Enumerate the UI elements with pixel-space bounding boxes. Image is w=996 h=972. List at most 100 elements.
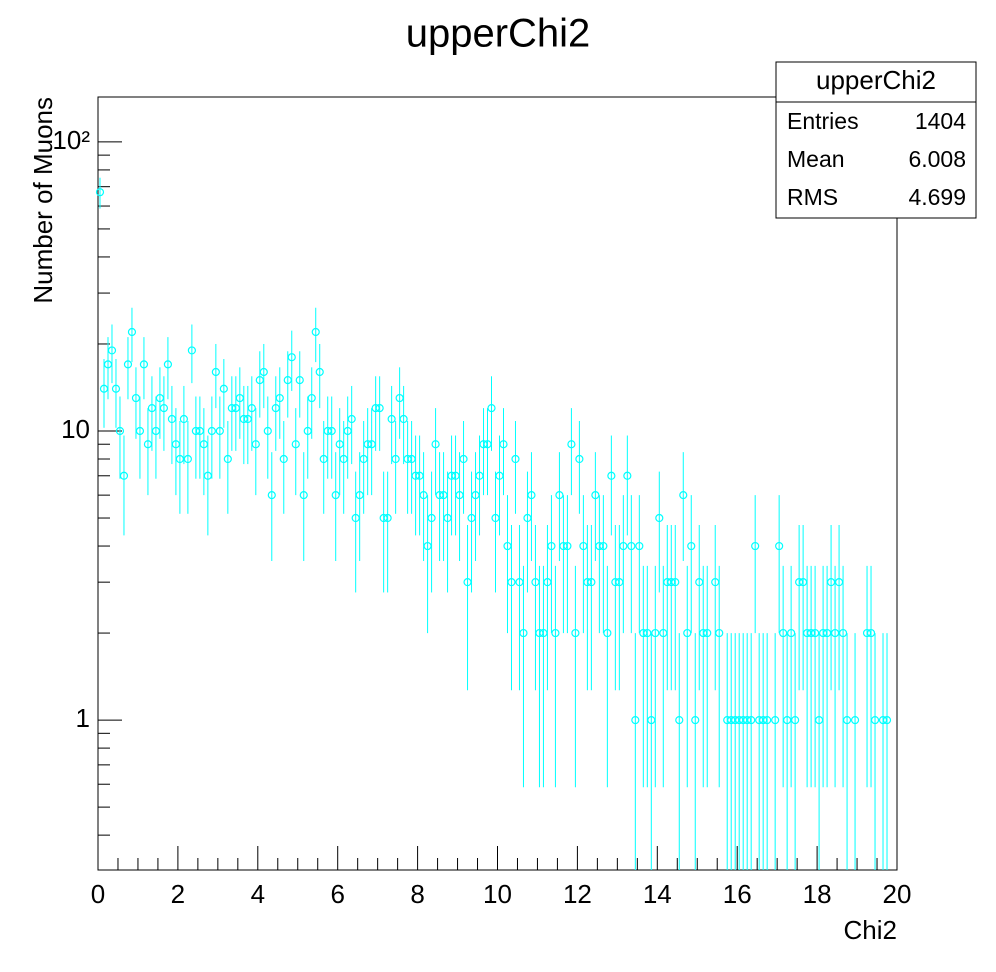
- data-point: [623, 471, 632, 480]
- x-tick-label: 4: [251, 879, 265, 909]
- data-point: [563, 541, 572, 551]
- data-point: [627, 541, 636, 551]
- data-point: [163, 360, 173, 369]
- data-point: [387, 414, 396, 424]
- stats-box: upperChi2 Entries 1404 Mean 6.008 RMS 4.699: [775, 61, 977, 219]
- data-point: [295, 375, 304, 385]
- data-point: [259, 367, 268, 377]
- data-point: [427, 513, 436, 523]
- data-point: [487, 404, 496, 413]
- data-point: [251, 440, 260, 449]
- data-point: [311, 327, 320, 337]
- data-point: [607, 471, 616, 480]
- data-point: [375, 404, 384, 413]
- stats-label: Mean: [787, 146, 845, 172]
- stats-frame: [775, 61, 977, 219]
- stats-value: 1404: [915, 108, 966, 134]
- data-point: [691, 715, 700, 725]
- y-axis-label: Number of Muons: [28, 97, 58, 304]
- x-tick-label: 2: [171, 879, 185, 909]
- data-point: [267, 491, 276, 500]
- data-point: [675, 715, 684, 725]
- data-point: [139, 360, 149, 369]
- stats-title: upperChi2: [816, 65, 936, 95]
- data-point: [587, 578, 596, 587]
- data-point: [115, 426, 125, 436]
- chart-title: upperChi2: [406, 12, 591, 56]
- data-point: [567, 440, 576, 449]
- data-point: [263, 426, 272, 436]
- data-point: [687, 541, 696, 551]
- data-point: [207, 426, 216, 436]
- data-point: [383, 513, 392, 523]
- x-tick-label: 10: [483, 879, 512, 909]
- data-point: [850, 715, 860, 725]
- data-point: [547, 541, 556, 551]
- data-point: [507, 578, 516, 587]
- data-point: [575, 454, 584, 464]
- data-point: [111, 384, 121, 393]
- data-point: [715, 628, 724, 638]
- data-points: [95, 177, 892, 870]
- data-point: [327, 426, 336, 436]
- data-point: [679, 491, 688, 500]
- data-point: [187, 346, 196, 355]
- x-tick-label: 12: [563, 879, 592, 909]
- data-point: [399, 414, 408, 424]
- x-tick-label: 20: [883, 879, 912, 909]
- x-tick-label: 8: [410, 879, 424, 909]
- y-tick-label: 1: [76, 703, 90, 733]
- x-tick-label: 16: [723, 879, 752, 909]
- data-point: [127, 327, 137, 337]
- stats-value: 4.699: [908, 184, 966, 210]
- data-point: [279, 454, 288, 464]
- data-point: [215, 426, 224, 436]
- data-point: [431, 440, 440, 449]
- data-point: [159, 404, 169, 413]
- data-point: [511, 454, 520, 464]
- data-point: [499, 440, 508, 449]
- data-point: [391, 454, 400, 464]
- data-point: [315, 367, 324, 377]
- data-point: [179, 414, 188, 424]
- stats-label: Entries: [787, 108, 859, 134]
- data-point: [219, 384, 228, 393]
- data-point: [123, 360, 133, 369]
- x-tick-label: 18: [803, 879, 832, 909]
- data-point: [763, 715, 772, 725]
- data-point: [527, 491, 536, 500]
- data-point: [275, 393, 284, 403]
- data-point: [603, 628, 612, 638]
- data-point: [882, 715, 892, 725]
- x-tick-label: 0: [91, 879, 105, 909]
- x-tick-label: 14: [643, 879, 672, 909]
- data-point: [775, 541, 784, 551]
- y-tick-label: 10: [61, 414, 90, 444]
- data-point: [619, 541, 628, 551]
- data-point: [291, 440, 300, 449]
- data-point: [671, 578, 680, 587]
- data-point: [223, 454, 232, 464]
- data-point: [747, 715, 756, 725]
- data-point: [651, 628, 660, 638]
- data-point: [842, 715, 852, 725]
- data-point: [571, 628, 580, 638]
- data-point: [183, 454, 192, 464]
- data-point: [551, 628, 560, 638]
- data-point: [107, 346, 117, 355]
- data-point: [307, 393, 316, 403]
- data-point: [347, 414, 356, 424]
- data-point: [459, 454, 468, 464]
- x-axis-label: Chi2: [844, 915, 897, 945]
- data-point: [635, 541, 644, 551]
- data-point: [703, 628, 712, 638]
- stats-value: 6.008: [908, 146, 966, 172]
- data-point: [771, 715, 780, 725]
- data-point: [135, 426, 145, 436]
- data-point: [287, 353, 296, 362]
- data-point: [95, 188, 105, 197]
- data-point: [119, 471, 129, 480]
- data-point: [599, 541, 608, 551]
- data-point: [631, 715, 640, 725]
